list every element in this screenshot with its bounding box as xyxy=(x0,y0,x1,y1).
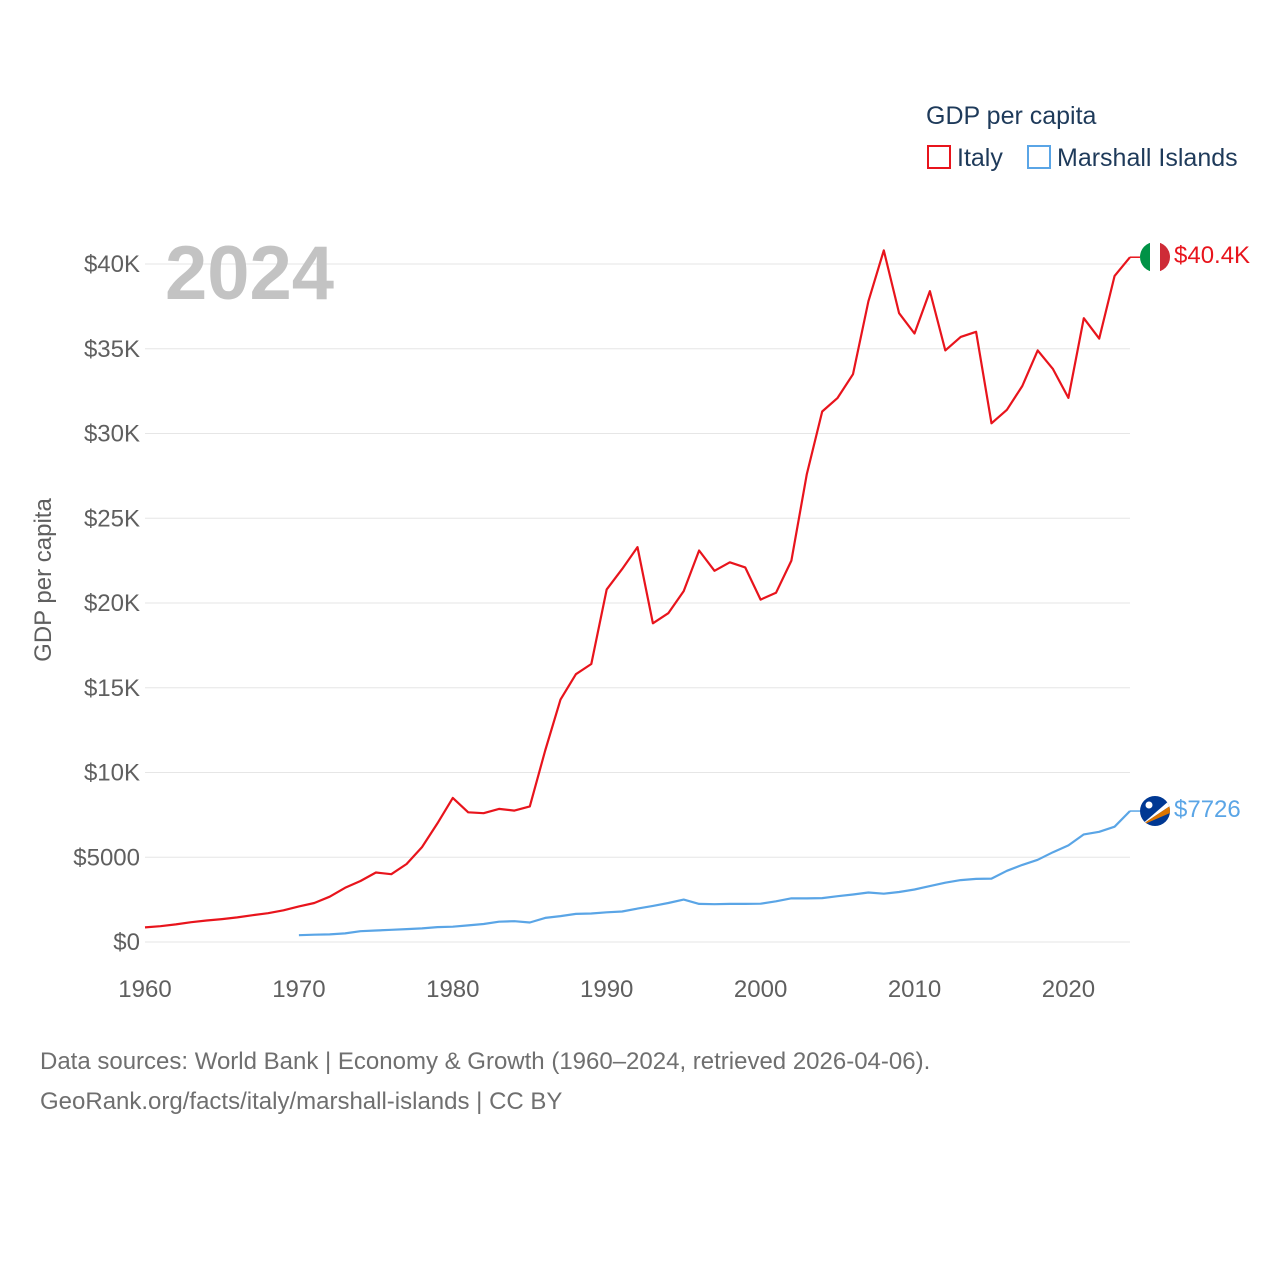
y-tick-label: $40K xyxy=(84,251,140,278)
y-tick-label: $25K xyxy=(84,505,140,532)
x-axis-ticks: 1960 1970 1980 1990 2000 2010 2020 xyxy=(118,976,1095,1003)
end-label-italy: $40.4K xyxy=(1174,242,1250,269)
y-tick-label: $5000 xyxy=(73,844,140,871)
x-tick-label: 1960 xyxy=(118,976,171,1003)
legend-title: GDP per capita xyxy=(926,102,1097,130)
series-line-italy[interactable] xyxy=(144,249,1131,929)
y-tick-label: $30K xyxy=(84,421,140,448)
series-line-marshall-islands[interactable] xyxy=(298,810,1131,937)
x-tick-label: 1990 xyxy=(580,976,633,1003)
legend-swatch-italy[interactable] xyxy=(927,145,951,169)
legend: GDP per capita Italy Marshall Islands xyxy=(926,102,1238,172)
end-label-marshall-islands: $7726 xyxy=(1174,796,1241,823)
y-tick-label: $20K xyxy=(84,590,140,617)
legend-label-marshall-islands[interactable]: Marshall Islands xyxy=(1057,144,1238,172)
marshall-islands-flag-icon xyxy=(1140,796,1170,826)
y-tick-label: $15K xyxy=(84,675,140,702)
x-tick-label: 2010 xyxy=(888,976,941,1003)
legend-swatch-marshall-islands[interactable] xyxy=(1027,145,1051,169)
x-tick-label: 2000 xyxy=(734,976,787,1003)
series-lines xyxy=(144,249,1140,937)
legend-label-italy[interactable]: Italy xyxy=(957,144,1003,172)
y-tick-label: $35K xyxy=(84,336,140,363)
italy-flag-icon xyxy=(1140,242,1170,272)
x-tick-label: 1980 xyxy=(426,976,479,1003)
gridlines xyxy=(145,263,1130,943)
source-link[interactable]: GeoRank.org/facts/italy/marshall-islands… xyxy=(40,1088,563,1115)
x-tick-label: 1970 xyxy=(272,976,325,1003)
y-tick-label: $10K xyxy=(84,760,140,787)
year-label: 2024 xyxy=(165,231,334,316)
y-axis-label: GDP per capita xyxy=(30,498,57,662)
footer: Data sources: World Bank | Economy & Gro… xyxy=(40,1042,930,1122)
y-axis-ticks: $0 $5000 $10K $15K $20K $25K $30K $35K $40K xyxy=(73,251,140,956)
x-tick-label: 2020 xyxy=(1042,976,1095,1003)
data-sources-text: Data sources: World Bank | Economy & Gro… xyxy=(40,1048,931,1075)
y-tick-label: $0 xyxy=(113,929,140,956)
